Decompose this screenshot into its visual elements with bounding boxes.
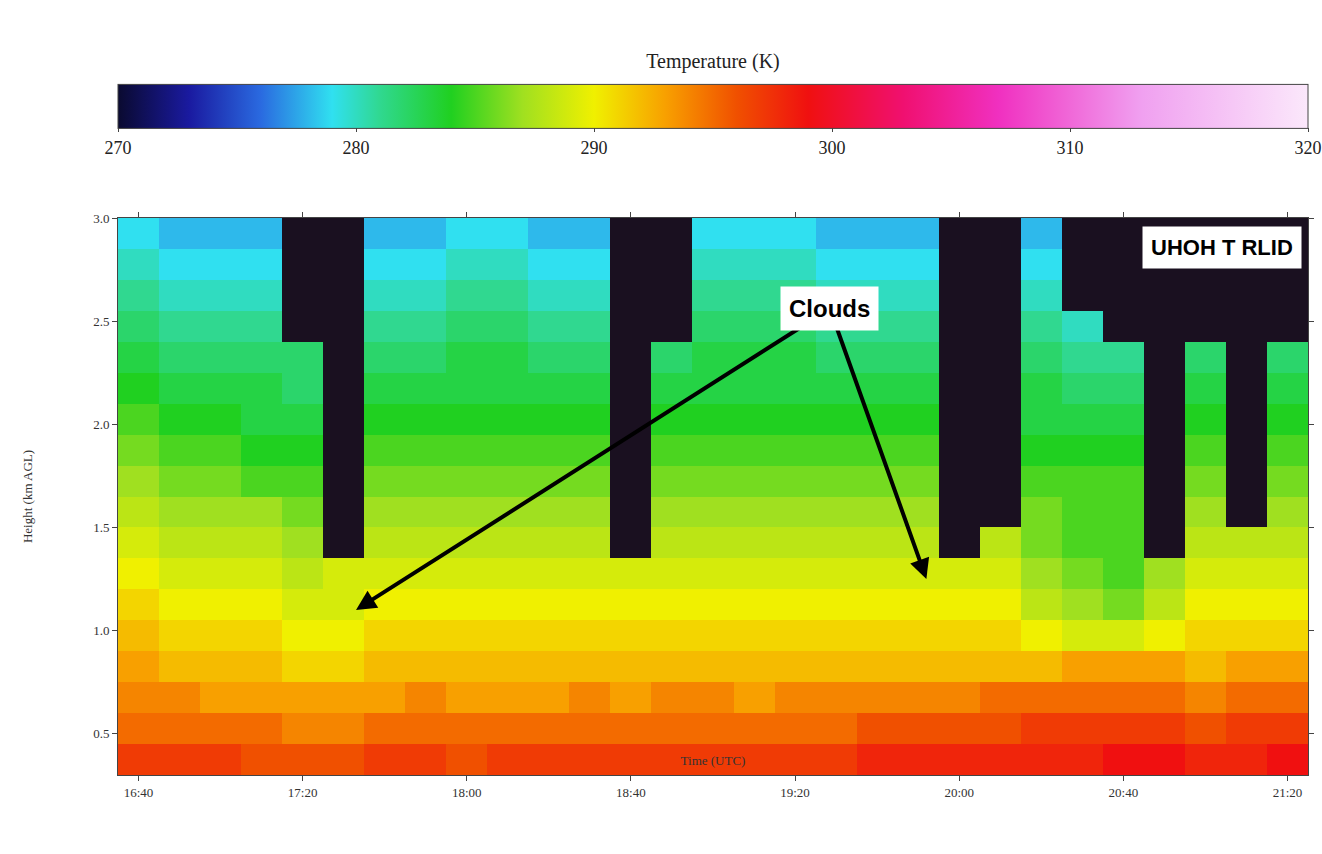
svg-text:17:20: 17:20 xyxy=(288,785,318,800)
svg-text:20:40: 20:40 xyxy=(1109,785,1139,800)
svg-text:300: 300 xyxy=(819,138,846,158)
svg-text:320: 320 xyxy=(1295,138,1322,158)
svg-text:Clouds: Clouds xyxy=(789,295,870,322)
svg-text:Time (UTC): Time (UTC) xyxy=(681,753,746,768)
svg-text:280: 280 xyxy=(343,138,370,158)
svg-text:18:00: 18:00 xyxy=(452,785,482,800)
svg-text:21:20: 21:20 xyxy=(1273,785,1303,800)
svg-text:290: 290 xyxy=(581,138,608,158)
svg-text:0.5: 0.5 xyxy=(93,726,109,741)
svg-text:270: 270 xyxy=(105,138,132,158)
svg-text:310: 310 xyxy=(1057,138,1084,158)
svg-text:2.5: 2.5 xyxy=(93,314,109,329)
svg-text:18:40: 18:40 xyxy=(616,785,646,800)
svg-text:UHOH T RLID: UHOH T RLID xyxy=(1151,235,1293,260)
svg-text:20:00: 20:00 xyxy=(944,785,974,800)
svg-text:19:20: 19:20 xyxy=(780,785,810,800)
svg-text:1.5: 1.5 xyxy=(93,520,109,535)
svg-text:16:40: 16:40 xyxy=(124,785,154,800)
svg-text:Temperature (K): Temperature (K) xyxy=(646,50,780,73)
svg-text:Height (km AGL): Height (km AGL) xyxy=(20,450,35,543)
svg-text:1.0: 1.0 xyxy=(93,623,109,638)
svg-text:3.0: 3.0 xyxy=(93,211,109,226)
svg-text:2.0: 2.0 xyxy=(93,417,109,432)
